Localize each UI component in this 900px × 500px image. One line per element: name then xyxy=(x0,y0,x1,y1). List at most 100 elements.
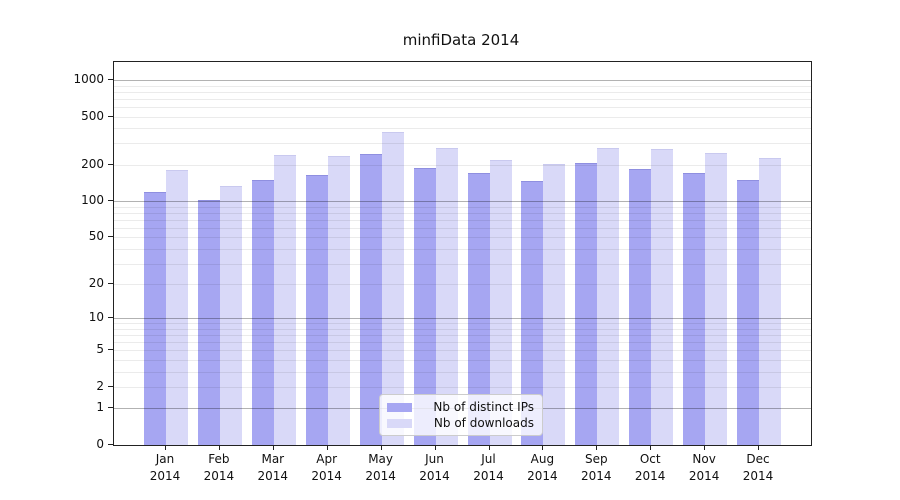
y-tick-label-10: 10 xyxy=(88,310,104,325)
x-tick-mark-jun xyxy=(434,445,436,450)
bar-downloads-mar xyxy=(273,154,296,445)
x-tick-mark-may xyxy=(380,445,382,450)
legend: Nb of distinct IPs Nb of downloads xyxy=(379,394,543,436)
gridline-50 xyxy=(114,237,811,239)
gridline-200 xyxy=(114,164,811,166)
y-tick-label-20: 20 xyxy=(88,276,104,291)
bar-ips-oct xyxy=(629,168,652,445)
plot-area: Nb of distinct IPs Nb of downloads xyxy=(113,61,812,446)
gridline-10 xyxy=(114,318,811,320)
chart-title: minfiData 2014 xyxy=(402,31,520,49)
x-tick-mark-mar xyxy=(272,445,274,450)
bar-ips-aug xyxy=(521,180,544,445)
bar-downloads-sep xyxy=(597,148,620,445)
bar-ips-nov xyxy=(683,173,706,445)
x-tick-label-dec: Dec 2014 xyxy=(742,452,774,483)
y-tick-label-200: 200 xyxy=(81,156,104,171)
y-tick-label-1: 1 xyxy=(96,400,104,415)
x-tick-mark-nov xyxy=(704,445,706,450)
legend-row-downloads: Nb of downloads xyxy=(387,416,534,430)
x-tick-mark-apr xyxy=(326,445,328,450)
bar-ips-feb xyxy=(197,199,220,445)
x-tick-label-feb: Feb 2014 xyxy=(203,452,235,483)
y-tick-mark-20 xyxy=(108,283,113,285)
y-tick-label-500: 500 xyxy=(81,108,104,123)
bar-ips-apr xyxy=(305,175,328,445)
gridline-6 xyxy=(114,342,811,344)
bar-downloads-aug xyxy=(543,163,566,445)
bars-layer xyxy=(114,62,811,445)
legend-row-distinct-ips: Nb of distinct IPs xyxy=(387,400,534,414)
gridline-4 xyxy=(114,360,811,361)
x-tick-mark-jul xyxy=(488,445,490,450)
gridline-800 xyxy=(114,91,811,93)
gridline-900 xyxy=(114,85,811,87)
bar-ips-jan xyxy=(144,191,166,445)
gridline-8 xyxy=(114,328,811,330)
bar-ips-sep xyxy=(575,162,598,445)
bar-downloads-apr xyxy=(327,155,350,445)
x-tick-mark-feb xyxy=(218,445,220,450)
gridline-9 xyxy=(114,323,811,325)
bar-downloads-dec xyxy=(759,158,781,445)
bar-downloads-jul xyxy=(489,160,512,445)
gridline-100 xyxy=(114,201,811,203)
gridline-600 xyxy=(114,106,811,108)
gridline-30 xyxy=(114,263,811,265)
gridline-2 xyxy=(114,386,811,388)
x-tick-label-sep: Sep 2014 xyxy=(581,452,612,483)
bar-ips-mar xyxy=(251,179,274,445)
y-tick-label-2: 2 xyxy=(96,378,104,393)
x-tick-mark-dec xyxy=(758,445,759,450)
bar-ips-jul xyxy=(467,172,490,445)
gridline-400 xyxy=(114,128,811,130)
x-tick-label-aug: Aug 2014 xyxy=(527,452,558,483)
bar-downloads-nov xyxy=(705,153,728,445)
y-tick-mark-100 xyxy=(108,200,113,202)
gridline-80 xyxy=(114,212,811,214)
x-tick-label-nov: Nov 2014 xyxy=(688,452,720,483)
gridline-700 xyxy=(114,98,811,100)
legend-swatch-distinct-ips xyxy=(387,402,412,412)
x-tick-label-oct: Oct 2014 xyxy=(634,452,666,483)
y-tick-mark-200 xyxy=(108,163,113,165)
y-tick-mark-0 xyxy=(108,444,113,445)
bar-downloads-jan xyxy=(166,170,188,445)
legend-label-distinct-ips: Nb of distinct IPs xyxy=(433,400,534,414)
legend-swatch-downloads xyxy=(387,418,412,428)
x-tick-mark-sep xyxy=(596,445,598,450)
y-tick-mark-50 xyxy=(108,236,113,238)
y-tick-label-0: 0 xyxy=(96,437,104,451)
grid-layer xyxy=(114,62,811,445)
bar-downloads-may xyxy=(381,131,404,445)
gridline-1000 xyxy=(114,79,811,81)
gridline-3 xyxy=(114,371,811,373)
bar-ips-dec xyxy=(737,179,759,445)
gridline-90 xyxy=(114,206,811,208)
gridline-20 xyxy=(114,284,811,286)
bar-ips-may xyxy=(359,154,382,445)
gridline-60 xyxy=(114,227,811,229)
legend-label-downloads: Nb of downloads xyxy=(433,416,534,430)
bar-downloads-feb xyxy=(219,186,242,445)
bar-ips-jun xyxy=(413,168,436,445)
bar-downloads-oct xyxy=(651,149,674,445)
x-tick-label-jul: Jul 2014 xyxy=(473,452,504,483)
y-tick-label-1000: 1000 xyxy=(73,71,104,86)
x-tick-label-jun: Jun 2014 xyxy=(419,452,450,483)
gridline-5 xyxy=(114,350,811,352)
y-tick-mark-2 xyxy=(108,385,113,387)
gridline-500 xyxy=(114,116,811,118)
y-tick-label-5: 5 xyxy=(96,342,104,357)
x-tick-mark-jan xyxy=(165,445,166,450)
x-tick-label-jan: Jan 2014 xyxy=(149,452,181,483)
y-tick-mark-10 xyxy=(108,317,113,319)
gridline-300 xyxy=(114,143,811,145)
x-tick-label-apr: Apr 2014 xyxy=(311,452,342,483)
gridline-40 xyxy=(114,248,811,250)
bar-downloads-jun xyxy=(435,148,458,445)
y-tick-label-50: 50 xyxy=(88,229,104,244)
y-tick-mark-1000 xyxy=(108,78,113,80)
y-tick-label-100: 100 xyxy=(81,193,104,208)
x-tick-mark-oct xyxy=(650,445,652,450)
